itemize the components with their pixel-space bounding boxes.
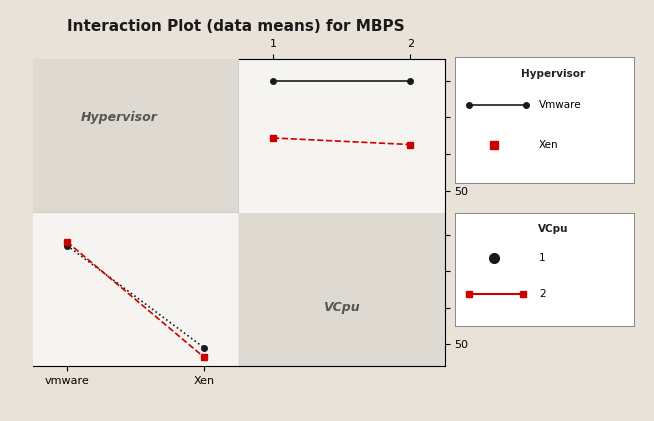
Text: Interaction Plot (data means) for MBPS: Interaction Plot (data means) for MBPS	[67, 19, 404, 34]
Text: 2: 2	[539, 290, 545, 299]
Text: Hypervisor: Hypervisor	[81, 111, 158, 124]
Text: VCpu: VCpu	[538, 224, 569, 234]
Text: Hypervisor: Hypervisor	[521, 69, 585, 80]
Text: Vmware: Vmware	[539, 100, 581, 110]
Text: VCpu: VCpu	[323, 301, 360, 314]
Text: Xen: Xen	[539, 140, 559, 150]
Text: 1: 1	[539, 253, 545, 263]
